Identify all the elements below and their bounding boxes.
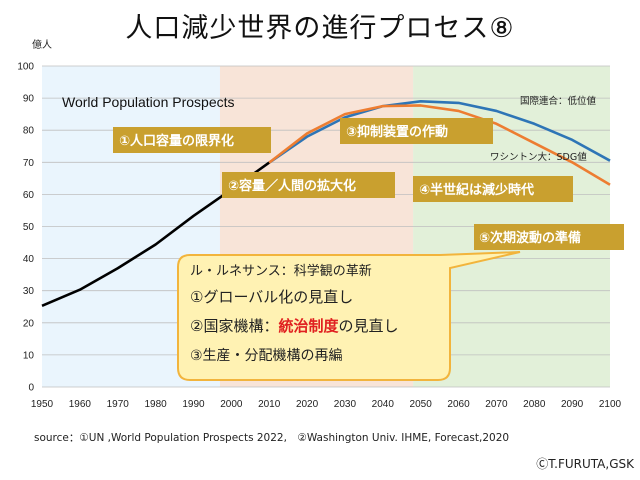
x-tick-label: 2100	[599, 399, 622, 410]
source-note: source：①UN ,World Population Prospects 2…	[34, 432, 510, 444]
x-tick-label: 2060	[447, 399, 470, 410]
y-tick-label: 40	[23, 254, 35, 265]
annotation-next-wave: ⑤次期波動の準備	[474, 224, 624, 250]
x-tick-label: 2070	[485, 399, 508, 410]
svg-text:④半世紀は減少時代: ④半世紀は減少時代	[419, 182, 534, 198]
legend-ihme-sdg: ワシントン大：SDG値	[490, 151, 587, 163]
x-tick-label: 2010	[258, 399, 281, 410]
copyright: ⒸT.FURUTA,GSK	[536, 457, 634, 471]
annotation-capacity-limit: ①人口容量の限界化	[113, 127, 271, 153]
y-tick-label: 0	[28, 383, 34, 394]
x-tick-label: 2030	[334, 399, 357, 410]
y-tick-label: 30	[23, 286, 35, 297]
x-tick-label: 1950	[31, 399, 54, 410]
x-tick-label: 1980	[144, 399, 167, 410]
y-tick-label: 90	[23, 94, 35, 105]
x-tick-label: 2020	[296, 399, 319, 410]
x-tick-label: 2050	[410, 399, 433, 410]
x-tick-label: 1970	[107, 399, 130, 410]
x-tick-label: 2090	[561, 399, 584, 410]
page-title: 人口減少世界の進行プロセス⑧	[125, 13, 515, 44]
y-tick-label: 20	[23, 318, 35, 329]
x-tick-label: 2040	[372, 399, 395, 410]
y-tick-label: 100	[17, 62, 34, 73]
series-line-2	[268, 100, 611, 164]
svg-text:②容量／人間の拡大化: ②容量／人間の拡大化	[228, 178, 356, 194]
callout-line-3: ②国家機構：統治制度の見直し	[190, 317, 398, 335]
chart-subtitle: World Population Prospects	[62, 94, 235, 110]
callout-line-4: ③生産・分配機構の再編	[190, 348, 343, 364]
x-tick-label: 1990	[182, 399, 205, 410]
series-line-3	[268, 104, 611, 186]
x-tick-label: 1960	[69, 399, 92, 410]
annotation-capacity-expansion: ②容量／人間の拡大化	[222, 172, 395, 198]
callout-line-1: ル・ルネサンス：科学観の革新	[190, 263, 372, 279]
callout-box: ル・ルネサンス：科学観の革新 ①グローバル化の見直し ②国家機構：統治制度の見直…	[177, 251, 521, 381]
callout-line-2: ①グローバル化の見直し	[190, 288, 353, 306]
y-tick-label: 60	[23, 190, 35, 201]
annotation-suppression: ③抑制装置の作動	[340, 118, 493, 144]
legend-un-low: 国際連合：低位値	[520, 95, 597, 107]
x-tick-label: 2000	[220, 399, 243, 410]
y-unit-label: 億人	[32, 38, 52, 51]
annotation-decline-era: ④半世紀は減少時代	[413, 176, 573, 202]
y-tick-label: 50	[23, 222, 35, 233]
y-tick-label: 10	[23, 350, 35, 361]
y-tick-label: 70	[23, 158, 35, 169]
y-tick-label: 80	[23, 126, 35, 137]
svg-text:③抑制装置の作動: ③抑制装置の作動	[346, 124, 448, 140]
x-tick-label: 2080	[523, 399, 546, 410]
svg-text:①人口容量の限界化: ①人口容量の限界化	[119, 133, 234, 149]
svg-text:⑤次期波動の準備: ⑤次期波動の準備	[479, 230, 581, 246]
